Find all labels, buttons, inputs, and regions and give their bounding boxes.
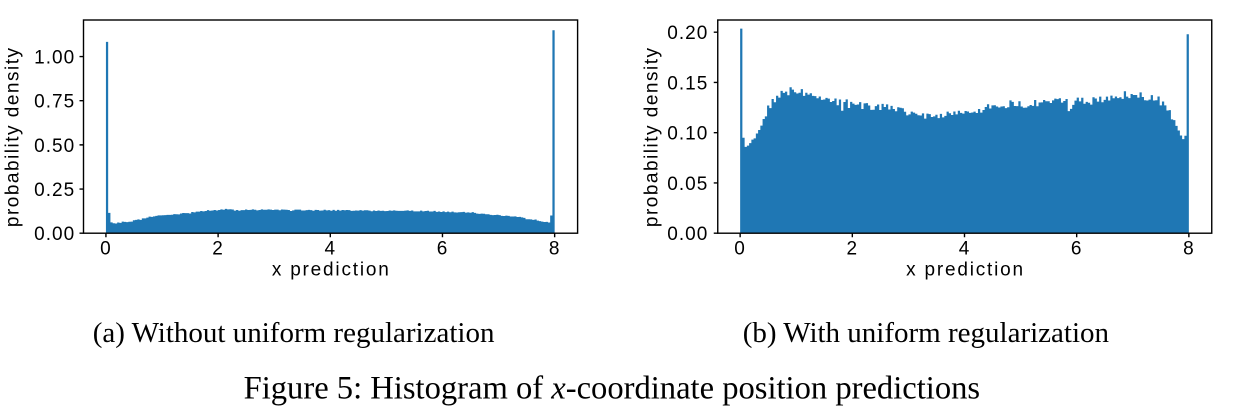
- svg-text:probability density: probability density: [3, 47, 24, 228]
- svg-text:x prediction: x prediction: [906, 260, 1025, 281]
- svg-text:0.75: 0.75: [34, 92, 75, 113]
- svg-text:0.00: 0.00: [34, 224, 75, 245]
- svg-text:0.15: 0.15: [667, 73, 708, 94]
- svg-text:6: 6: [1071, 238, 1083, 259]
- svg-text:2: 2: [212, 238, 224, 259]
- svg-text:0.00: 0.00: [667, 224, 708, 245]
- svg-text:8: 8: [549, 238, 561, 259]
- svg-text:1.00: 1.00: [34, 48, 75, 69]
- svg-text:4: 4: [959, 238, 971, 259]
- svg-text:(a) Without uniform regulariza: (a) Without uniform regularization: [93, 317, 495, 349]
- svg-text:8: 8: [1183, 238, 1195, 259]
- svg-text:0.05: 0.05: [667, 174, 708, 195]
- svg-text:(b) With uniform regularizatio: (b) With uniform regularization: [743, 317, 1110, 349]
- svg-text:0.50: 0.50: [34, 136, 75, 157]
- svg-text:0.10: 0.10: [667, 124, 708, 145]
- svg-text:Figure 5: Histogram of x-coord: Figure 5: Histogram of x-coordinate posi…: [244, 371, 981, 407]
- svg-text:2: 2: [846, 238, 858, 259]
- svg-text:0.25: 0.25: [34, 180, 75, 201]
- svg-text:probability density: probability density: [642, 47, 663, 228]
- svg-text:0.20: 0.20: [667, 23, 708, 44]
- svg-text:0: 0: [100, 238, 112, 259]
- svg-text:6: 6: [437, 238, 449, 259]
- svg-text:4: 4: [324, 238, 336, 259]
- svg-text:x prediction: x prediction: [272, 260, 391, 281]
- svg-text:0: 0: [734, 238, 746, 259]
